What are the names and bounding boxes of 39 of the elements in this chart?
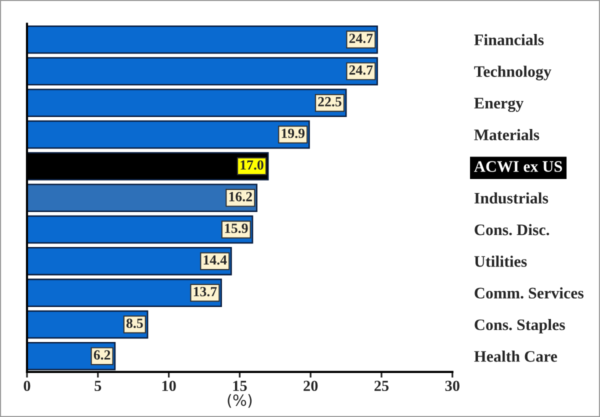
- x-tick-label: 25: [374, 380, 389, 392]
- y-tick-label: Materials: [474, 129, 540, 140]
- bar: [27, 25, 378, 54]
- x-tick-label: 20: [304, 380, 318, 392]
- x-tick-label: 10: [162, 380, 176, 392]
- y-tick-label: Utilities: [474, 256, 527, 267]
- data-label: 15.9: [225, 224, 248, 234]
- bar: [27, 310, 148, 339]
- data-label: 8.5: [126, 318, 143, 328]
- data-label: 17.0: [240, 160, 264, 170]
- data-label: 14.4: [204, 255, 227, 265]
- y-tick-label: Cons. Staples: [474, 318, 565, 334]
- bar: [27, 247, 232, 276]
- y-tick-label: ACWI ex US: [474, 161, 562, 172]
- y-tick-label: Technology: [474, 66, 552, 80]
- bar: [27, 120, 310, 149]
- data-label: 19.9: [282, 128, 305, 138]
- bar: [27, 57, 378, 86]
- y-tick-label: Health Care: [474, 350, 558, 362]
- y-tick-label: Cons. Disc.: [474, 224, 550, 236]
- x-tick-label: 0: [24, 380, 30, 392]
- y-tick-label: Financials: [474, 34, 544, 46]
- data-label: 13.7: [194, 286, 217, 296]
- data-label: 6.2: [94, 350, 110, 360]
- bar: [27, 88, 347, 118]
- data-label: 16.2: [229, 192, 252, 202]
- y-tick-label: Comm. Services: [474, 287, 584, 299]
- data-label: 22.5: [318, 97, 342, 106]
- x-tick-label: 30: [445, 380, 460, 392]
- y-tick-label: Energy: [474, 98, 524, 112]
- y-tick-label: Industrials: [474, 192, 548, 204]
- data-label: 24.7: [349, 34, 373, 44]
- x-tick-label: 5: [94, 380, 102, 392]
- data-label: 24.7: [349, 65, 373, 75]
- bar: [27, 215, 254, 244]
- bar: [27, 278, 222, 307]
- bar: [27, 184, 258, 212]
- x-tick-label: 15: [233, 380, 247, 392]
- x-axis-title: (%): [228, 394, 252, 408]
